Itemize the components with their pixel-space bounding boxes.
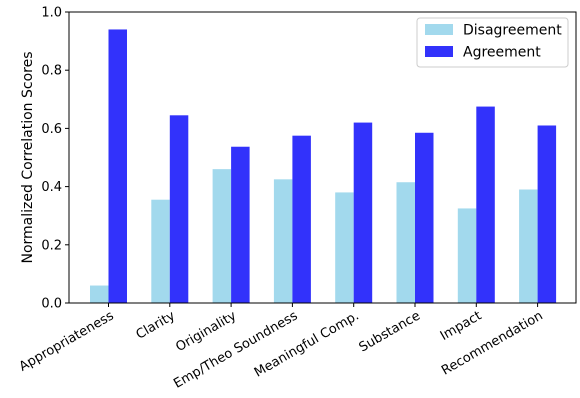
x-tick-label: Meaningful Comp. xyxy=(252,308,362,380)
legend-swatch-agreement xyxy=(425,46,453,57)
bar-agreement-2 xyxy=(169,115,189,304)
x-tick-label: Recommendation xyxy=(439,308,545,378)
y-tick-label: 0.6 xyxy=(41,122,62,137)
bar-agreement-3 xyxy=(231,146,250,303)
y-tick-label: 0.0 xyxy=(41,297,62,312)
y-axis: 0.0 0.2 0.4 0.6 0.8 1.0 xyxy=(41,6,69,312)
bar-disagreement-8 xyxy=(519,189,538,303)
bar-agreement-8 xyxy=(537,125,557,304)
bar-disagreement-7 xyxy=(457,208,477,303)
bar-agreement-6 xyxy=(415,132,434,303)
bar-disagreement-1 xyxy=(90,285,109,303)
legend-box xyxy=(416,17,569,68)
y-axis-label: Normalized Correlation Scores xyxy=(20,52,36,264)
bar-agreement-1 xyxy=(108,29,127,304)
bar-disagreement-6 xyxy=(396,182,415,303)
bar-disagreement-3 xyxy=(212,169,232,303)
x-tick-label: Clarity xyxy=(134,308,178,342)
bar-agreement-5 xyxy=(353,122,373,303)
legend: Disagreement Agreement xyxy=(416,17,569,68)
y-tick-label: 0.2 xyxy=(41,238,62,253)
legend-label-disagreement: Disagreement xyxy=(463,23,562,39)
bar-agreement-4 xyxy=(292,135,311,303)
y-tick-label: 0.4 xyxy=(41,180,62,195)
x-axis: Appropriateness ClarityOriginalityEmp/The… xyxy=(17,303,546,392)
plot-frame xyxy=(68,11,577,304)
bars-layer xyxy=(90,29,557,304)
bar-disagreement-5 xyxy=(335,192,354,303)
y-tick-label: 1.0 xyxy=(41,6,62,21)
bar-agreement-7 xyxy=(476,106,495,303)
x-tick-label: Substance xyxy=(357,308,423,355)
bar-disagreement-2 xyxy=(151,199,170,303)
x-tick-label: Impact xyxy=(438,308,484,343)
legend-swatch-disagreement xyxy=(425,24,453,35)
x-tick-label: Appropriateness xyxy=(17,308,117,374)
y-tick-label: 0.8 xyxy=(41,64,62,79)
legend-label-agreement: Agreement xyxy=(463,45,541,61)
bar-disagreement-4 xyxy=(273,179,293,303)
